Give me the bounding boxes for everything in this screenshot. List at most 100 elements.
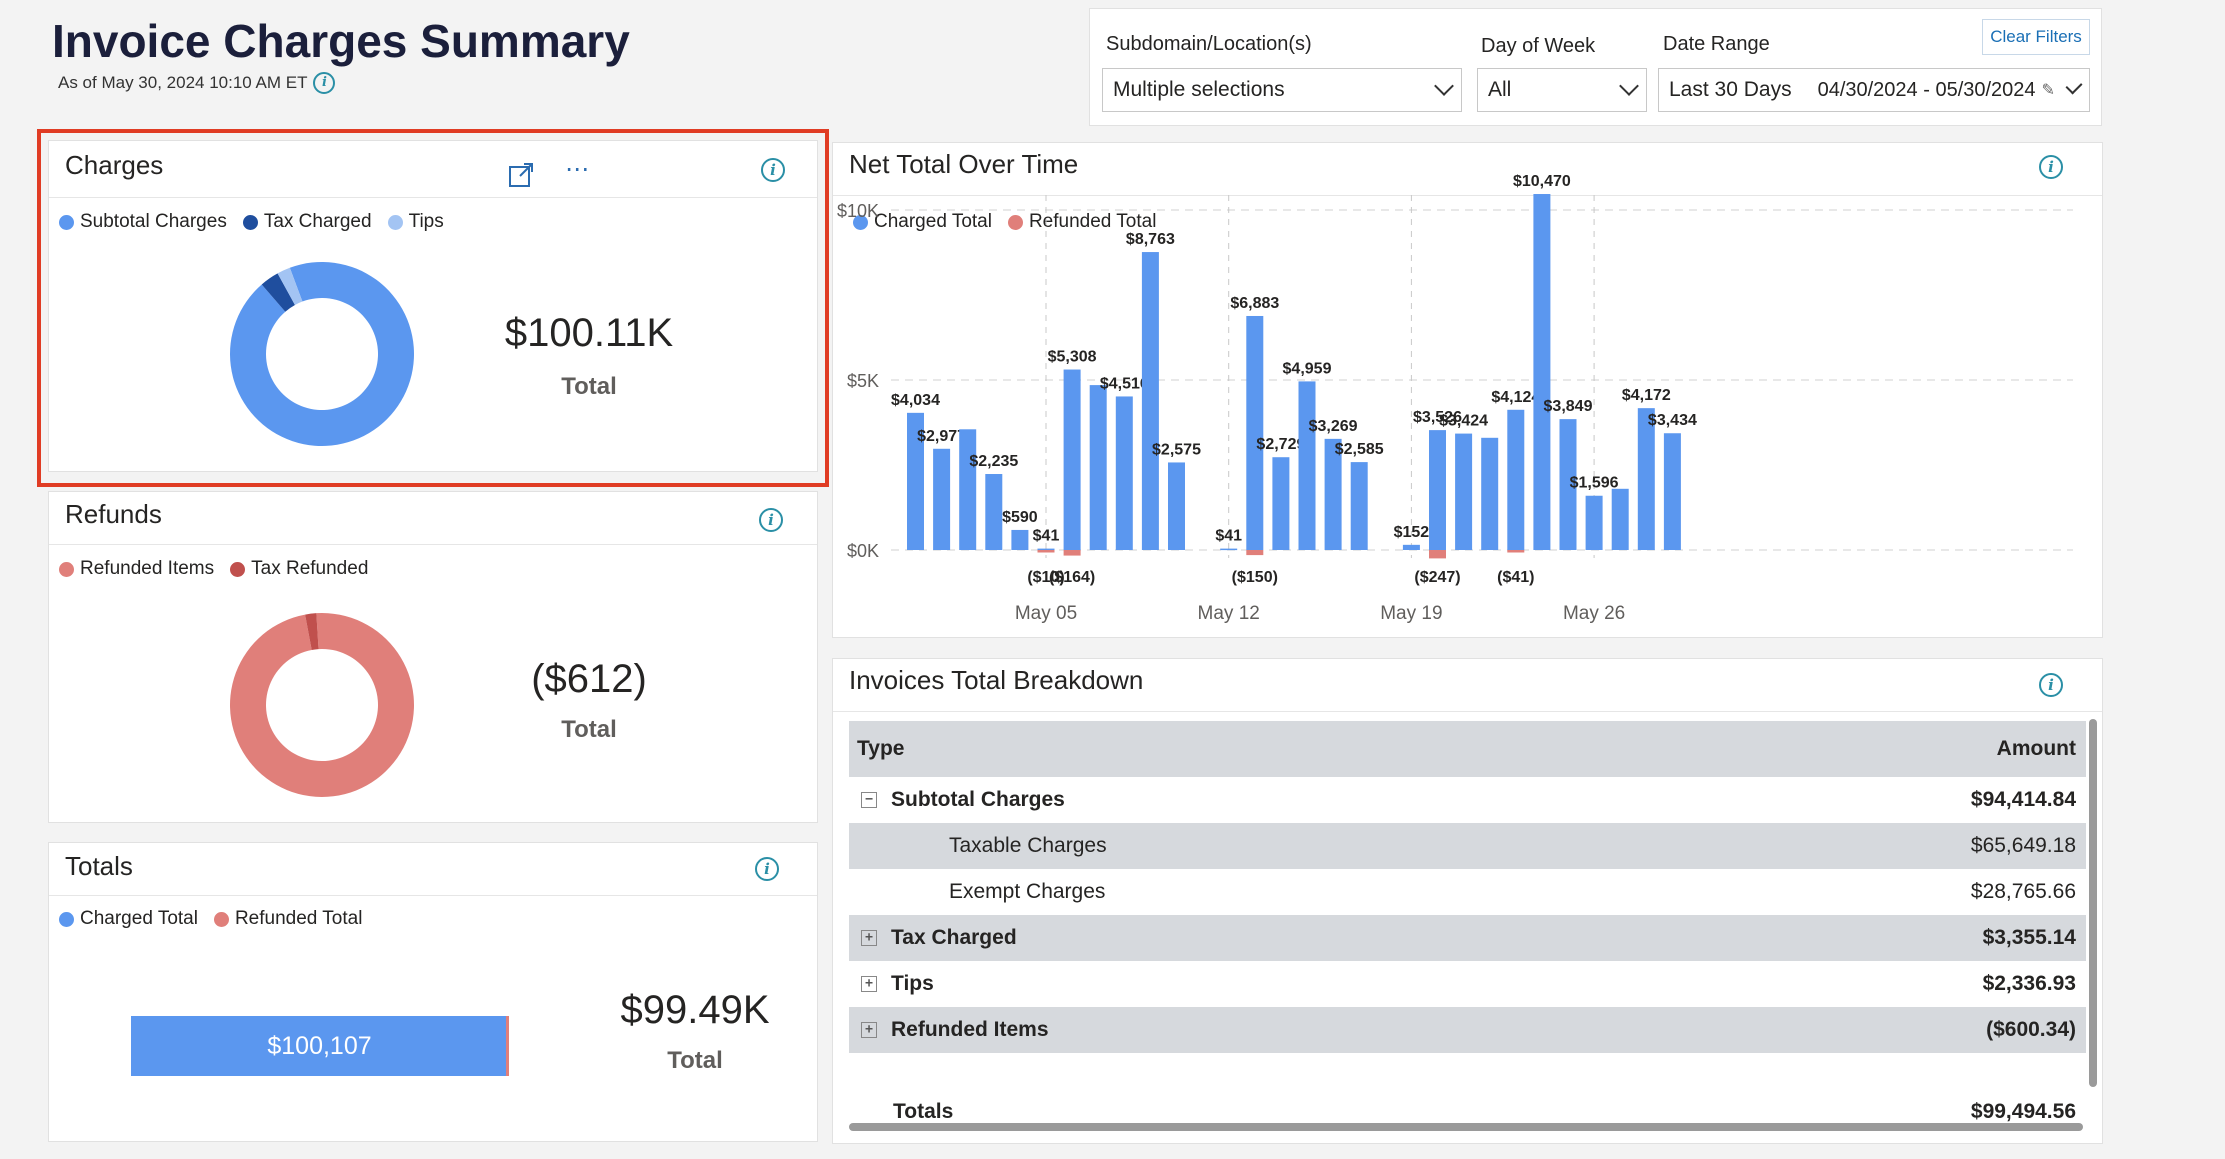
bar-charged[interactable] [1455, 433, 1473, 550]
bar-charged[interactable] [1220, 548, 1238, 551]
bar-charged[interactable] [1637, 408, 1655, 550]
charges-donut-chart[interactable] [229, 261, 415, 447]
bar-refunded[interactable] [1037, 550, 1055, 553]
bar-data-label: $5,308 [1048, 349, 1097, 366]
bar-charged[interactable] [985, 474, 1003, 550]
refunds-donut-chart[interactable] [229, 612, 415, 798]
table-header-row: Type Amount [849, 721, 2086, 777]
legend-item[interactable]: Subtotal Charges [59, 211, 227, 233]
info-icon[interactable]: i [759, 508, 783, 532]
net-total-card[interactable]: Net Total Over Time i Charged Total Refu… [832, 142, 2103, 638]
legend-item[interactable]: Charged Total [853, 211, 992, 233]
day-of-week-label: Day of Week [1481, 35, 1596, 57]
bar-charged[interactable] [1559, 419, 1577, 550]
bar-charged[interactable] [1272, 457, 1290, 550]
legend-item[interactable]: Tips [387, 211, 444, 233]
charges-card[interactable]: Charges ⋯ i Subtotal Charges Tax Charged… [48, 140, 818, 472]
info-icon[interactable]: i [313, 72, 336, 94]
table-row[interactable]: − Subtotal Charges $94,414.84 [849, 777, 2086, 823]
totals-card-title: Totals [65, 851, 133, 881]
legend-item[interactable]: Refunded Total [1007, 211, 1156, 233]
info-icon[interactable]: i [761, 158, 785, 182]
column-header-type[interactable]: Type [857, 737, 905, 760]
info-icon[interactable]: i [2039, 155, 2063, 179]
column-header-amount[interactable]: Amount [1996, 737, 2076, 760]
charges-total-value: $100.11K [504, 311, 674, 355]
card-divider [49, 544, 817, 545]
totals-card[interactable]: Totals i Charged Total Refunded Total $1… [48, 842, 818, 1142]
row-amount: $65,649.18 [1970, 834, 2076, 857]
row-amount: ($600.34) [1986, 1018, 2076, 1041]
net-total-bar-chart[interactable]: $0K $5K $10K May 05 May 12 May 19 May 26 $4,034… [833, 143, 2102, 637]
table-row[interactable]: Taxable Charges $65,649.18 [849, 823, 2086, 869]
bar-charged[interactable] [1533, 194, 1551, 550]
expand-icon[interactable]: + [861, 930, 877, 946]
bar-refunded[interactable] [1063, 550, 1081, 556]
bar-charged[interactable] [1324, 438, 1342, 550]
day-of-week-select[interactable]: All [1477, 68, 1647, 112]
table-row[interactable]: + Tips $2,336.93 [849, 961, 2086, 1007]
expand-icon[interactable]: + [861, 976, 877, 992]
legend-item[interactable]: Refunded Items [59, 558, 214, 580]
legend-item[interactable]: Tax Charged [242, 211, 372, 233]
legend-dot [59, 214, 74, 230]
bar-charged[interactable] [1481, 437, 1499, 550]
bar-refunded[interactable] [1507, 550, 1525, 553]
horizontal-scrollbar[interactable] [849, 1123, 2083, 1131]
bar-refunded[interactable] [1246, 550, 1264, 556]
subdomain-filter-value: Multiple selections [1113, 78, 1285, 101]
bar-charged[interactable] [1115, 396, 1133, 550]
donut-slice[interactable] [229, 262, 414, 446]
bar-charged[interactable] [1663, 433, 1681, 550]
bar-charged[interactable] [1246, 315, 1264, 550]
refunded-total-bar[interactable] [506, 1016, 509, 1076]
legend-item[interactable]: Tax Refunded [230, 558, 368, 580]
bar-charged[interactable] [1611, 488, 1629, 550]
table-row[interactable]: + Refunded Items ($600.34) [849, 1007, 2086, 1053]
selected-visual-outline [37, 129, 829, 487]
info-icon[interactable]: i [2039, 673, 2063, 697]
clear-filters-button[interactable]: Clear Filters [1982, 19, 2090, 55]
legend-item[interactable]: Refunded Total [213, 908, 362, 930]
bar-charged[interactable] [1429, 430, 1446, 550]
table-row[interactable]: + Tax Charged $3,355.14 [849, 915, 2086, 961]
bar-charged[interactable] [907, 412, 924, 550]
bar-charged[interactable] [933, 448, 951, 550]
bar-charged[interactable] [1037, 548, 1055, 551]
bar-charged[interactable] [1089, 385, 1107, 550]
vertical-scrollbar[interactable] [2089, 719, 2097, 1087]
charged-total-bar[interactable]: $100,107 [131, 1016, 508, 1076]
info-icon[interactable]: i [755, 857, 779, 881]
row-amount: $2,336.93 [1982, 972, 2076, 995]
legend-item[interactable]: Charged Total [59, 908, 198, 930]
donut-slice[interactable] [277, 267, 303, 305]
bar-data-label: $4,124 [1491, 389, 1540, 406]
bar-charged[interactable] [1402, 544, 1420, 550]
bar-charged[interactable] [1350, 462, 1368, 550]
bar-charged[interactable] [1507, 409, 1525, 550]
bar-charged[interactable] [959, 429, 977, 550]
refunds-card[interactable]: Refunds i Refunded Items Tax Refunded ($… [48, 491, 818, 823]
bar-charged[interactable] [1585, 495, 1603, 550]
more-options-icon[interactable]: ⋯ [565, 156, 590, 183]
expand-icon[interactable]: + [861, 1022, 877, 1038]
breakdown-card[interactable]: Invoices Total Breakdown i Type Amount −… [832, 658, 2103, 1144]
subdomain-filter-select[interactable]: Multiple selections [1102, 68, 1462, 112]
date-range-select[interactable]: Last 30 Days 04/30/2024 - 05/30/2024 ✎ [1658, 68, 2090, 112]
table-row[interactable]: Exempt Charges $28,765.66 [849, 869, 2086, 915]
edit-pencil-icon[interactable]: ✎ [2041, 82, 2055, 99]
donut-slice[interactable] [305, 613, 319, 650]
row-label: Subtotal Charges [891, 788, 1065, 811]
bar-refunded[interactable] [1429, 550, 1446, 559]
card-divider [49, 895, 817, 896]
collapse-icon[interactable]: − [861, 792, 877, 808]
bar-charged[interactable] [1141, 252, 1159, 551]
donut-slice[interactable] [261, 273, 295, 312]
focus-mode-icon[interactable] [507, 161, 535, 189]
bar-charged[interactable] [1168, 462, 1185, 550]
bar-charged[interactable] [1011, 529, 1029, 550]
donut-slice[interactable] [230, 613, 414, 797]
bar-charged[interactable] [1063, 369, 1081, 550]
bar-charged[interactable] [1298, 381, 1316, 550]
filters-panel: Subdomain/Location(s) Multiple selection… [1089, 8, 2102, 126]
